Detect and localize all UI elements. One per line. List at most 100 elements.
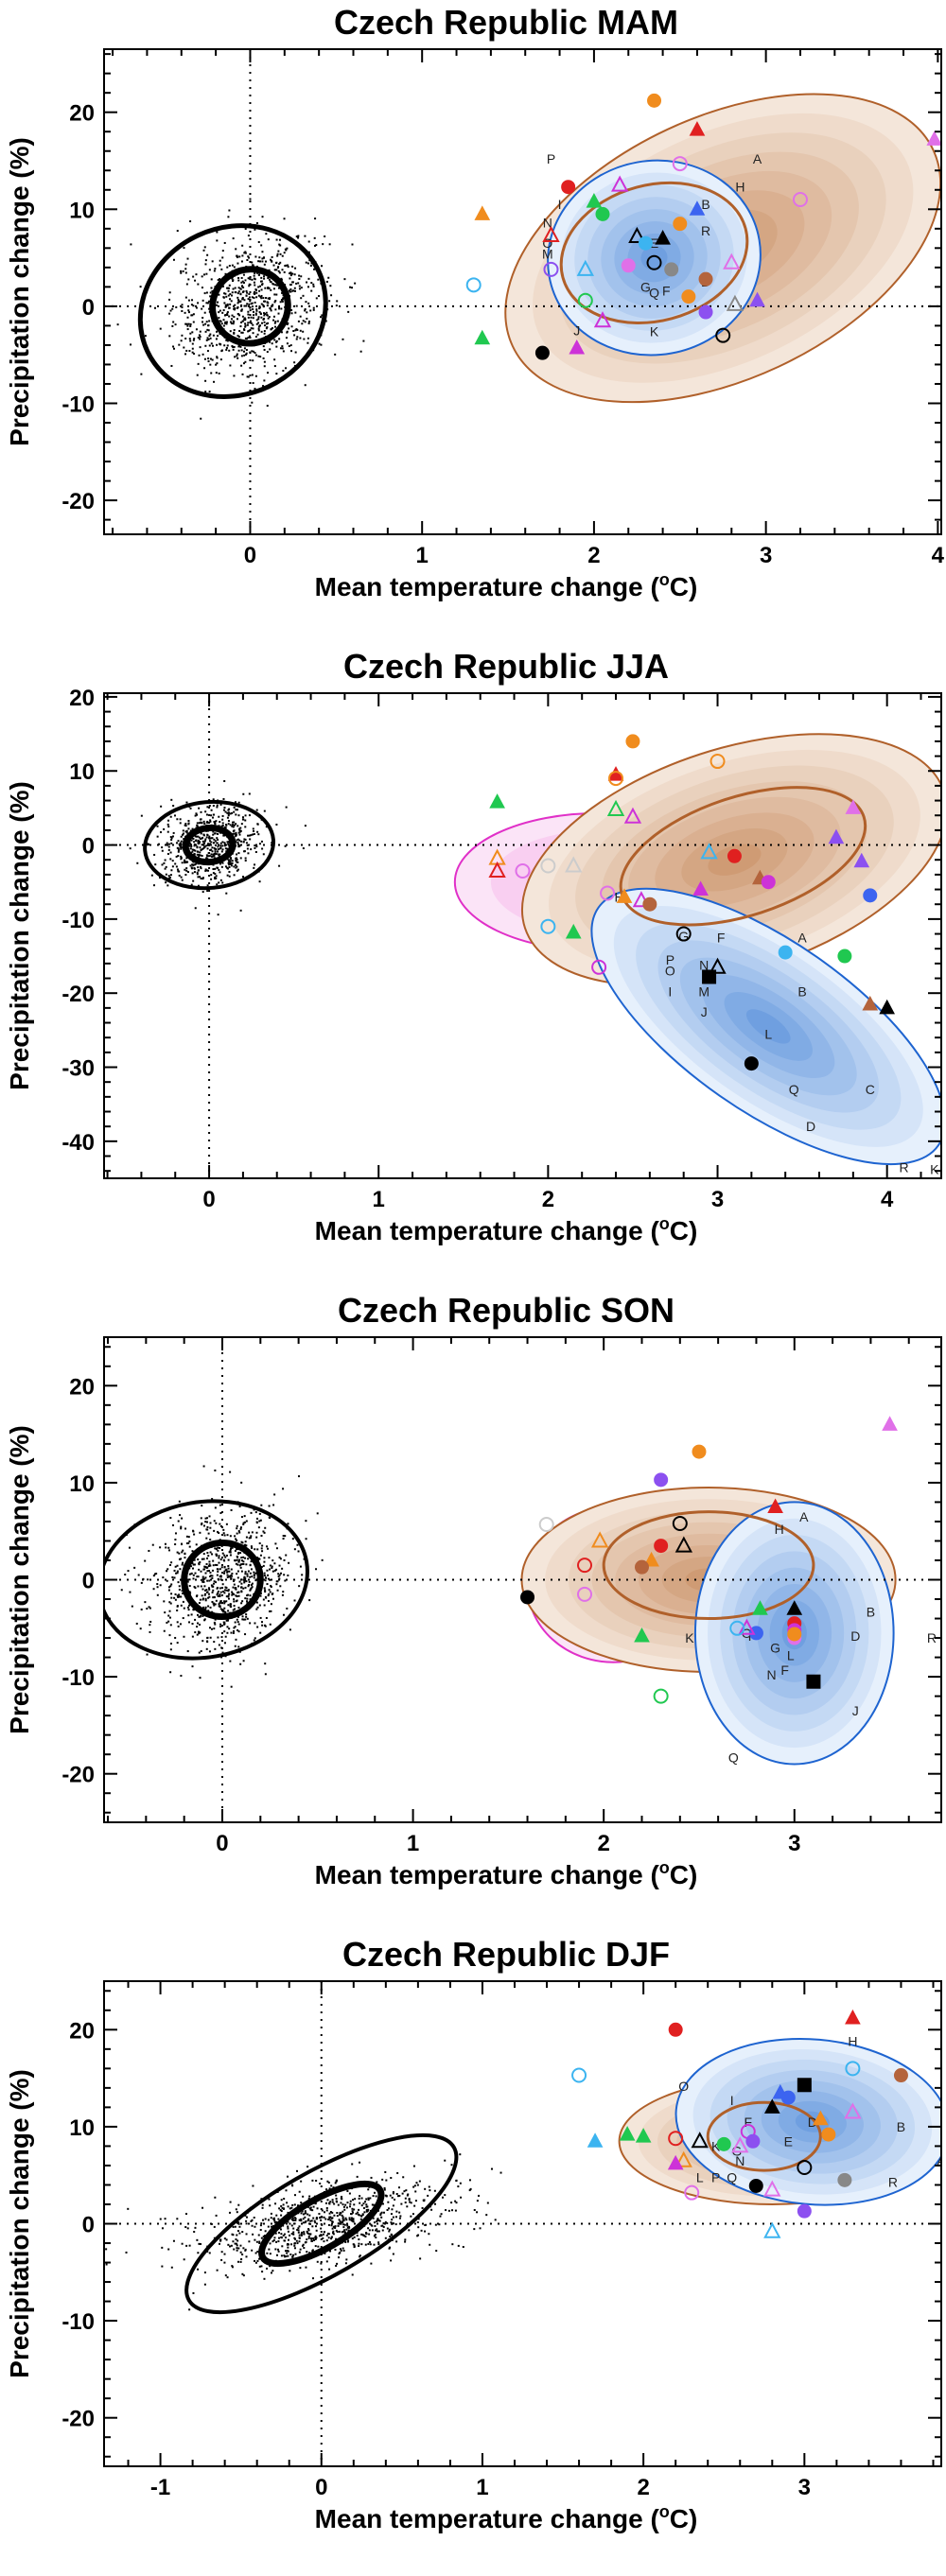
model-marker-triangle [569, 339, 586, 355]
model-letter: K [711, 2138, 721, 2153]
model-marker-circle [837, 949, 852, 964]
model-marker-triangle [628, 226, 646, 244]
x-tick-label: 2 [597, 1831, 609, 1856]
model-marker-circle [672, 1515, 688, 1531]
model-marker-square [797, 2078, 812, 2093]
model-marker-triangle [700, 843, 718, 860]
model-marker-circle [745, 2133, 761, 2149]
x-tick-label: -1 [150, 2475, 170, 2500]
chart-title: Czech Republic MAM [334, 3, 678, 42]
model-marker-circle [748, 2178, 763, 2193]
y-tick-label: -10 [61, 2309, 95, 2335]
model-marker-circle [634, 1559, 649, 1575]
y-tick-label: -10 [61, 392, 95, 417]
model-letter: R [900, 1159, 909, 1175]
model-letter: G [770, 1640, 780, 1655]
x-tick-label: 4 [932, 543, 945, 568]
model-letter: A [937, 2153, 946, 2168]
model-marker-circle [540, 858, 556, 874]
model-letter: H [615, 889, 624, 904]
noise-ellipse [258, 2180, 385, 2268]
model-marker-triangle [689, 200, 706, 216]
model-marker-circle [673, 217, 688, 232]
model-marker-triangle [726, 294, 745, 311]
y-tick-label: 10 [69, 1471, 95, 1497]
chart-jja: H G F P A N OI MJ B L Q C D R K 0 1 2 3 4 -40 -30 -20 -10 0 10 20 C… [5, 647, 942, 1245]
axes [103, 1336, 942, 1823]
model-marker-triangle [634, 1627, 650, 1643]
model-marker-triangle [845, 799, 862, 814]
model-marker-triangle [619, 2126, 636, 2141]
model-letter: F [717, 930, 726, 945]
model-marker-circle [729, 1620, 745, 1636]
model-marker-circle [465, 277, 482, 293]
blue-density-region [674, 2037, 941, 2206]
model-letter: L [696, 2169, 704, 2184]
model-marker-triangle [674, 2150, 692, 2167]
model-marker-circle [642, 896, 657, 912]
model-marker-circle [577, 1558, 593, 1574]
model-marker-triangle [772, 2083, 789, 2099]
model-marker-circle [543, 261, 559, 277]
model-marker-square [702, 969, 717, 984]
model-letter: A [797, 930, 807, 945]
model-marker-circle [698, 271, 713, 287]
model-marker-triangle [862, 995, 879, 1011]
model-letter: I [730, 2093, 734, 2108]
model-marker-triangle [882, 1416, 898, 1431]
y-tick-label: -10 [61, 1665, 95, 1691]
model-marker-triangle [845, 2009, 861, 2025]
model-marker-triangle [587, 2132, 604, 2148]
model-letter: Q [789, 1082, 799, 1097]
model-marker-circle [591, 959, 607, 975]
model-marker-triangle [565, 923, 582, 939]
x-axis-label: Mean temperature change (oC) [315, 570, 698, 601]
model-letter: B [897, 2119, 905, 2134]
model-letter: P [666, 952, 674, 967]
axes [103, 48, 942, 535]
model-marker-triangle [767, 1498, 783, 1514]
model-marker-circle [654, 1539, 669, 1554]
y-tick-label: -20 [61, 1763, 95, 1788]
model-marker-triangle [879, 999, 896, 1015]
x-tick-label: 3 [711, 1187, 724, 1212]
plot-area: H G F P A N OI MJ B L Q C D R K [104, 693, 941, 1178]
model-letter: E [650, 235, 658, 251]
noise-ellipse [143, 799, 276, 891]
model-marker-triangle [731, 2136, 749, 2153]
plot-area: AHBKOPDRGLFNJQ [104, 1337, 941, 1822]
model-marker-triangle [763, 2180, 781, 2197]
model-marker-triangle [593, 311, 612, 328]
model-letter: R [701, 223, 710, 238]
model-letter: J [852, 1703, 859, 1718]
model-letter: N [699, 957, 709, 972]
model-marker-triangle [474, 205, 491, 220]
model-marker-circle [608, 771, 624, 787]
x-tick-label: 3 [760, 543, 772, 568]
noise-cloud [105, 2153, 502, 2311]
model-letter: J [573, 323, 580, 339]
y-tick-label: 10 [69, 198, 95, 223]
model-marker-triangle [749, 291, 765, 307]
model-marker-circle [863, 888, 878, 903]
model-marker-circle [715, 327, 731, 343]
model-letter: D [850, 1628, 860, 1644]
model-marker-triangle [488, 861, 506, 878]
y-tick-label: -40 [61, 1130, 95, 1156]
model-letter: N [543, 216, 552, 231]
model-letter: O [542, 235, 552, 251]
model-marker-circle [654, 1472, 669, 1488]
model-letter: O [665, 964, 675, 979]
model-letter: J [701, 1004, 708, 1019]
x-axis-label: Mean temperature change (oC) [315, 2502, 698, 2533]
model-letter: N [767, 1667, 777, 1682]
noise-ellipse [184, 2132, 459, 2315]
model-marker-circle [577, 292, 593, 308]
model-marker-triangle [489, 793, 505, 809]
model-letter: B [797, 984, 806, 1000]
y-tick-label: 0 [82, 834, 95, 860]
chart-title: Czech Republic DJF [342, 1935, 670, 1974]
model-letter: R [888, 2174, 898, 2189]
